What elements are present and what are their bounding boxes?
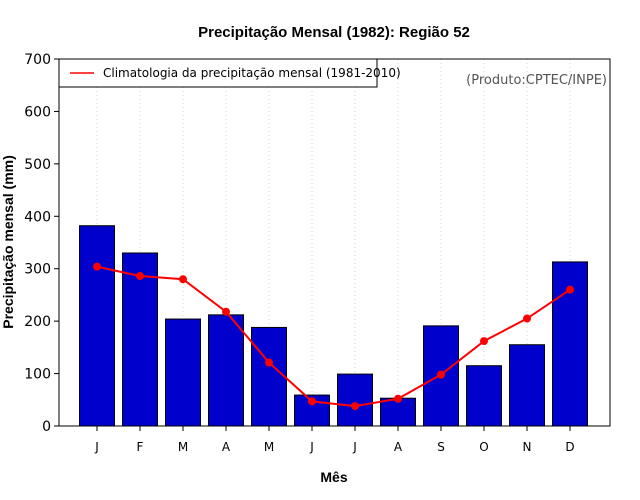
x-tick-label-2: F [137, 440, 144, 454]
y-tick-label-600: 600 [24, 104, 51, 120]
x-tick-label-5: M [264, 440, 274, 454]
y-tick-label-300: 300 [24, 262, 51, 278]
y-axis-title: Precipitação mensal (mm) [0, 155, 16, 329]
x-tick-label-3: M [178, 440, 188, 454]
climatology-point-1 [93, 262, 101, 271]
bar-8 [380, 397, 416, 427]
bar-11 [509, 344, 545, 427]
climatology-point-6 [308, 397, 316, 406]
x-tick-label-8: A [394, 440, 403, 454]
chart-title: Precipitação Mensal (1982): Região 52 [198, 24, 470, 41]
x-tick-label-12: D [565, 440, 574, 454]
climatology-line [93, 262, 574, 411]
y-tick-label-200: 200 [24, 314, 51, 330]
climatology-polyline [96, 265, 571, 408]
bar-5 [251, 326, 287, 427]
bar-4 [208, 314, 244, 427]
climatology-point-4 [222, 307, 230, 316]
climatology-point-7 [351, 402, 359, 411]
x-tick-label-11: N [523, 440, 532, 454]
climatology-point-11 [523, 314, 531, 323]
bar-1 [79, 225, 115, 427]
source-annotation: (Produto:CPTEC/INPE) [466, 73, 607, 88]
x-tick-label-10: O [479, 440, 488, 454]
y-tick-label-700: 700 [24, 52, 51, 68]
x-axis-title: Mês [320, 469, 347, 485]
legend-entry-climatology: Climatologia da precipitação mensal (198… [103, 66, 401, 80]
y-tick-label-0: 0 [42, 419, 51, 435]
climatology-point-9 [437, 370, 445, 379]
climatology-point-8 [394, 394, 402, 403]
x-tick-label-9: S [437, 440, 445, 454]
climatology-point-12 [566, 285, 574, 294]
climatology-point-3 [179, 275, 187, 284]
bar-3 [165, 318, 201, 427]
bar-2 [122, 252, 158, 427]
x-tick-label-1: J [94, 440, 99, 454]
x-tick-label-7: J [352, 440, 357, 454]
x-tick-label-6: J [309, 440, 314, 454]
y-tick-label-400: 400 [24, 209, 51, 225]
y-tick-label-100: 100 [24, 367, 51, 383]
y-tick-label-500: 500 [24, 157, 51, 173]
y-axis: 0 100 200 300 400 500 600 700 [24, 52, 59, 435]
climatology-point-5 [265, 358, 273, 367]
bar-7 [337, 373, 373, 427]
climatology-point-10 [480, 337, 488, 346]
x-tick-label-4: A [222, 440, 231, 454]
legend: Climatologia da precipitação mensal (198… [58, 58, 401, 88]
legend-box [58, 58, 378, 88]
bar-10 [466, 365, 502, 427]
climatology-point-2 [136, 272, 144, 281]
